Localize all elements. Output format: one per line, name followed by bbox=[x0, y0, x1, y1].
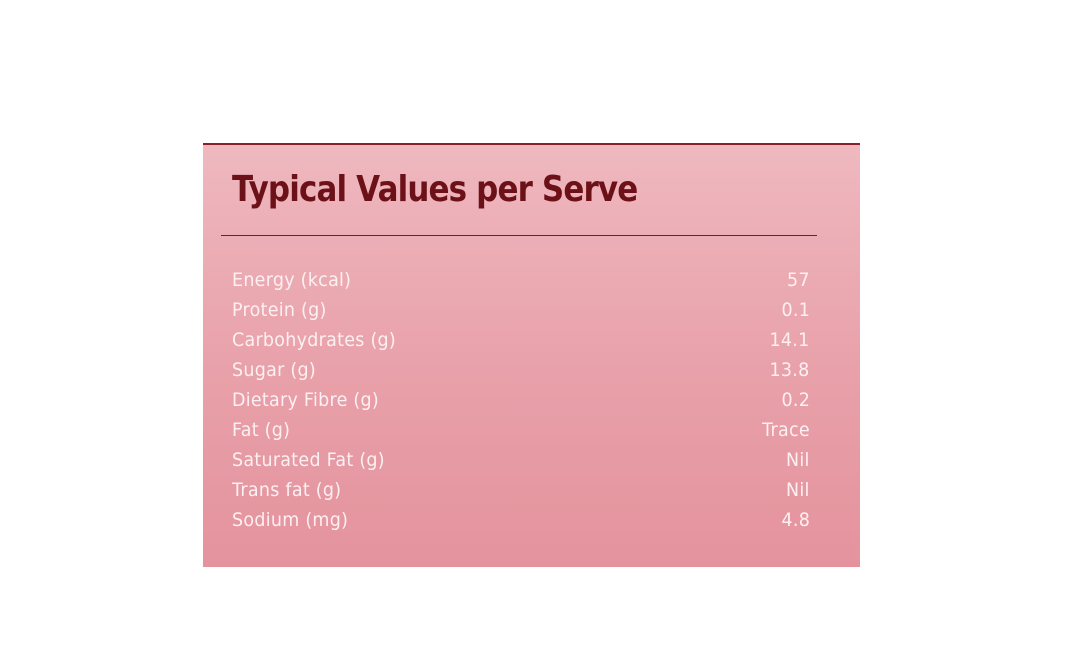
nutrition-row-fat: Fat (g) Trace bbox=[232, 415, 810, 445]
nutrition-row-trans-fat: Trans fat (g) Nil bbox=[232, 475, 810, 505]
row-value: Nil bbox=[786, 479, 810, 501]
row-value: 4.8 bbox=[781, 509, 810, 531]
row-value: 13.8 bbox=[769, 359, 810, 381]
row-value: 0.1 bbox=[781, 299, 810, 321]
panel-title: Typical Values per Serve bbox=[232, 169, 638, 210]
nutrition-row-carbohydrates: Carbohydrates (g) 14.1 bbox=[232, 325, 810, 355]
nutrition-table: Energy (kcal) 57 Protein (g) 0.1 Carbohy… bbox=[232, 265, 810, 535]
nutrition-row-sugar: Sugar (g) 13.8 bbox=[232, 355, 810, 385]
row-label: Trans fat (g) bbox=[232, 479, 342, 501]
nutrition-panel: Typical Values per Serve Energy (kcal) 5… bbox=[203, 143, 860, 567]
row-label: Protein (g) bbox=[232, 299, 327, 321]
row-label: Saturated Fat (g) bbox=[232, 449, 385, 471]
nutrition-row-energy: Energy (kcal) 57 bbox=[232, 265, 810, 295]
row-label: Carbohydrates (g) bbox=[232, 329, 397, 351]
nutrition-row-protein: Protein (g) 0.1 bbox=[232, 295, 810, 325]
row-label: Sodium (mg) bbox=[232, 509, 349, 531]
row-value: 57 bbox=[787, 269, 810, 291]
nutrition-row-dietary-fibre: Dietary Fibre (g) 0.2 bbox=[232, 385, 810, 415]
row-label: Dietary Fibre (g) bbox=[232, 389, 379, 411]
row-value: Nil bbox=[786, 449, 810, 471]
row-value: 0.2 bbox=[781, 389, 810, 411]
nutrition-row-sodium: Sodium (mg) 4.8 bbox=[232, 505, 810, 535]
row-label: Fat (g) bbox=[232, 419, 291, 441]
row-label: Energy (kcal) bbox=[232, 269, 352, 291]
row-label: Sugar (g) bbox=[232, 359, 316, 381]
title-divider bbox=[221, 235, 817, 236]
row-value: Trace bbox=[762, 419, 810, 441]
nutrition-row-saturated-fat: Saturated Fat (g) Nil bbox=[232, 445, 810, 475]
row-value: 14.1 bbox=[769, 329, 810, 351]
